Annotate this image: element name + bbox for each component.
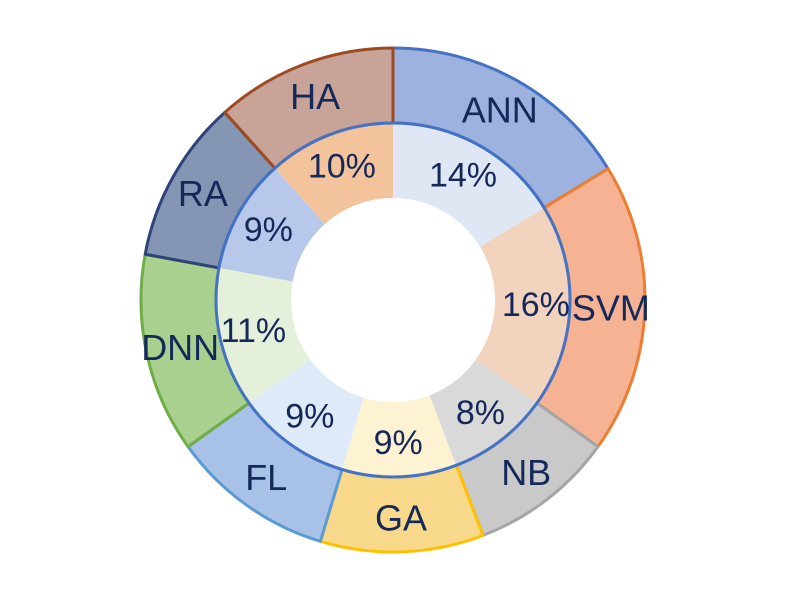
value-label-svm: 16% — [502, 286, 570, 324]
ring-divider — [214, 121, 572, 479]
value-label-nb: 8% — [456, 394, 505, 432]
inner-slice-svm — [475, 207, 571, 403]
value-label-dnn: 11% — [221, 312, 287, 350]
value-label-ga: 9% — [374, 424, 423, 462]
value-label-ra: 9% — [244, 211, 293, 249]
inner-slice-fl — [249, 359, 364, 470]
inner-ring — [214, 121, 572, 479]
category-label-ann: ANN — [462, 89, 538, 130]
category-label-dnn: DNN — [141, 327, 219, 368]
category-label-ga: GA — [375, 497, 427, 538]
inner-slice-nb — [429, 359, 537, 466]
value-label-ann: 14% — [429, 156, 497, 194]
category-label-svm: SVM — [572, 288, 650, 329]
value-label-ha: 10% — [308, 147, 376, 185]
category-label-ha: HA — [290, 76, 340, 117]
category-label-nb: NB — [501, 452, 551, 493]
category-label-ra: RA — [178, 173, 228, 214]
inner-slice-ann — [393, 123, 545, 247]
inner-slice-ra — [218, 168, 325, 282]
donut-hole — [291, 198, 495, 402]
category-label-fl: FL — [245, 457, 287, 498]
value-label-fl: 9% — [285, 397, 334, 435]
inner-slice-ga — [342, 395, 457, 478]
inner-slice-dnn — [215, 267, 311, 403]
